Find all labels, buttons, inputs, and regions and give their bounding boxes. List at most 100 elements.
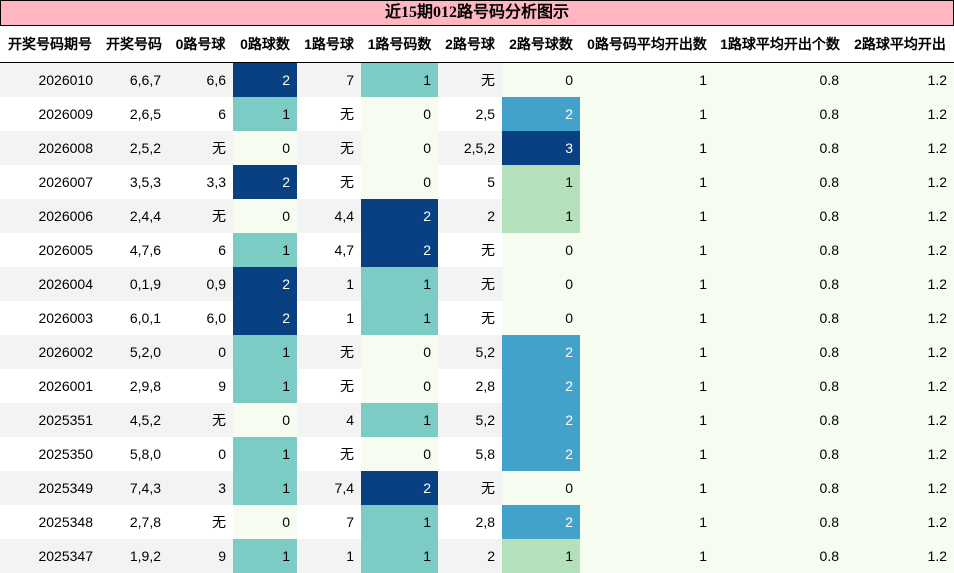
numbers-cell: 3,5,3: [100, 165, 168, 199]
route2-avg-cell: 1.2: [846, 539, 954, 573]
table-row: 2026003 6,0,1 6,0 2 1 1 无 0 1 0.8 1.2: [0, 301, 954, 335]
numbers-cell: 2,9,8: [100, 369, 168, 403]
route2-avg-cell: 1.2: [846, 62, 954, 97]
route0-balls-cell: 无: [168, 131, 233, 165]
route2-avg-cell: 1.2: [846, 165, 954, 199]
route0-balls-cell: 0: [168, 335, 233, 369]
route0-count-cell: 0: [233, 199, 297, 233]
route2-balls-cell: 无: [438, 233, 502, 267]
route2-count-cell: 2: [502, 437, 580, 471]
route2-count-cell: 0: [502, 233, 580, 267]
route2-balls-cell: 无: [438, 471, 502, 505]
route1-avg-cell: 0.8: [714, 301, 846, 335]
route0-avg-cell: 1: [580, 233, 714, 267]
route2-avg-cell: 1.2: [846, 369, 954, 403]
route0-balls-cell: 无: [168, 505, 233, 539]
col-header-route0-balls: 0路号球: [168, 26, 233, 63]
numbers-cell: 4,7,6: [100, 233, 168, 267]
route1-count-cell: 0: [361, 97, 438, 131]
route2-balls-cell: 2: [438, 539, 502, 573]
numbers-cell: 5,2,0: [100, 335, 168, 369]
route1-avg-cell: 0.8: [714, 97, 846, 131]
route0-avg-cell: 1: [580, 199, 714, 233]
route0-count-cell: 2: [233, 165, 297, 199]
table-row: 2025350 5,8,0 0 1 无 0 5,8 2 1 0.8 1.2: [0, 437, 954, 471]
route1-count-cell: 1: [361, 403, 438, 437]
route0-count-cell: 2: [233, 267, 297, 301]
route1-balls-cell: 无: [297, 97, 361, 131]
route2-balls-cell: 无: [438, 267, 502, 301]
period-cell: 2025349: [0, 471, 100, 505]
route1-avg-cell: 0.8: [714, 131, 846, 165]
table-row: 2026006 2,4,4 无 0 4,4 2 2 1 1 0.8 1.2: [0, 199, 954, 233]
route0-count-cell: 1: [233, 233, 297, 267]
route1-balls-cell: 1: [297, 267, 361, 301]
route2-avg-cell: 1.2: [846, 335, 954, 369]
numbers-cell: 0,1,9: [100, 267, 168, 301]
route2-count-cell: 0: [502, 267, 580, 301]
table-row: 2026005 4,7,6 6 1 4,7 2 无 0 1 0.8 1.2: [0, 233, 954, 267]
route1-balls-cell: 无: [297, 131, 361, 165]
route0-avg-cell: 1: [580, 131, 714, 165]
period-cell: 2026008: [0, 131, 100, 165]
numbers-cell: 2,6,5: [100, 97, 168, 131]
route2-balls-cell: 2,5: [438, 97, 502, 131]
col-header-route1-avg: 1路球平均开出个数: [714, 26, 846, 63]
route2-balls-cell: 无: [438, 62, 502, 97]
route1-count-cell: 1: [361, 505, 438, 539]
route1-balls-cell: 无: [297, 165, 361, 199]
route0-balls-cell: 3,3: [168, 165, 233, 199]
route1-avg-cell: 0.8: [714, 539, 846, 573]
period-cell: 2025347: [0, 539, 100, 573]
period-cell: 2026006: [0, 199, 100, 233]
route1-count-cell: 0: [361, 369, 438, 403]
route0-count-cell: 2: [233, 301, 297, 335]
route2-avg-cell: 1.2: [846, 403, 954, 437]
route2-balls-cell: 5,2: [438, 403, 502, 437]
route0-balls-cell: 3: [168, 471, 233, 505]
route2-avg-cell: 1.2: [846, 505, 954, 539]
route0-balls-cell: 9: [168, 369, 233, 403]
route2-balls-cell: 2: [438, 199, 502, 233]
route0-balls-cell: 6,6: [168, 62, 233, 97]
col-header-route1-balls: 1路号球: [297, 26, 361, 63]
table-row: 2025347 1,9,2 9 1 1 1 2 1 1 0.8 1.2: [0, 539, 954, 573]
route0-avg-cell: 1: [580, 437, 714, 471]
route1-avg-cell: 0.8: [714, 62, 846, 97]
route1-balls-cell: 无: [297, 335, 361, 369]
route0-count-cell: 0: [233, 131, 297, 165]
table-row: 2026007 3,5,3 3,3 2 无 0 5 1 1 0.8 1.2: [0, 165, 954, 199]
route2-avg-cell: 1.2: [846, 267, 954, 301]
route1-avg-cell: 0.8: [714, 267, 846, 301]
col-header-route1-count: 1路号码数: [361, 26, 438, 63]
period-cell: 2026003: [0, 301, 100, 335]
numbers-cell: 7,4,3: [100, 471, 168, 505]
route1-balls-cell: 1: [297, 301, 361, 335]
route1-count-cell: 0: [361, 335, 438, 369]
route1-count-cell: 1: [361, 301, 438, 335]
period-cell: 2026007: [0, 165, 100, 199]
route2-count-cell: 1: [502, 199, 580, 233]
route0-count-cell: 2: [233, 62, 297, 97]
numbers-cell: 2,7,8: [100, 505, 168, 539]
route0-count-cell: 1: [233, 335, 297, 369]
route0-count-cell: 1: [233, 97, 297, 131]
route0-count-cell: 1: [233, 539, 297, 573]
route0-avg-cell: 1: [580, 335, 714, 369]
route2-balls-cell: 2,8: [438, 505, 502, 539]
route2-balls-cell: 5,8: [438, 437, 502, 471]
route2-count-cell: 2: [502, 505, 580, 539]
table-row: 2026002 5,2,0 0 1 无 0 5,2 2 1 0.8 1.2: [0, 335, 954, 369]
route0-balls-cell: 6: [168, 233, 233, 267]
table-row: 2026009 2,6,5 6 1 无 0 2,5 2 1 0.8 1.2: [0, 97, 954, 131]
route2-count-cell: 0: [502, 301, 580, 335]
route2-avg-cell: 1.2: [846, 97, 954, 131]
route2-count-cell: 1: [502, 165, 580, 199]
route0-avg-cell: 1: [580, 471, 714, 505]
table-row: 2026010 6,6,7 6,6 2 7 1 无 0 1 0.8 1.2: [0, 62, 954, 97]
route0-count-cell: 0: [233, 505, 297, 539]
route1-count-cell: 1: [361, 267, 438, 301]
period-cell: 2026002: [0, 335, 100, 369]
route1-balls-cell: 无: [297, 437, 361, 471]
route1-count-cell: 0: [361, 131, 438, 165]
